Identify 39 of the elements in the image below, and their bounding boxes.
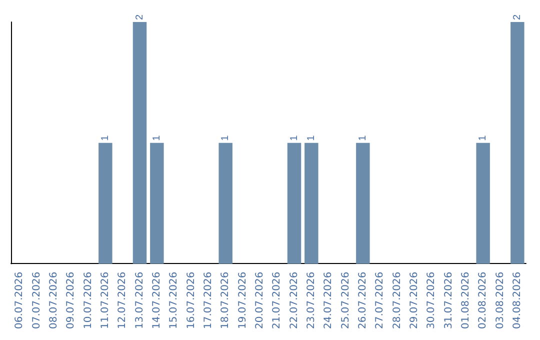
data-label: 1 bbox=[306, 134, 317, 141]
x-tick-label: 17.07.2026 bbox=[202, 272, 214, 330]
x-tick-label: 29.07.2026 bbox=[408, 272, 420, 330]
x-tick-label: 31.07.2026 bbox=[443, 272, 454, 330]
x-tick-label: 04.08.2026 bbox=[512, 272, 523, 330]
data-label: 1 bbox=[151, 134, 162, 141]
x-tick-label: 21.07.2026 bbox=[272, 272, 283, 330]
x-tick-label: 13.07.2026 bbox=[134, 272, 146, 330]
x-tick-label: 06.07.2026 bbox=[14, 272, 26, 330]
data-label: 1 bbox=[357, 134, 368, 141]
x-tick-label: 20.07.2026 bbox=[254, 272, 266, 330]
x-tick-label: 19.07.2026 bbox=[237, 272, 248, 330]
x-tick-label: 08.07.2026 bbox=[48, 272, 60, 330]
x-tick-label: 25.07.2026 bbox=[340, 272, 352, 330]
x-tick-label: 15.07.2026 bbox=[168, 272, 180, 330]
x-tick-label: 30.07.2026 bbox=[426, 272, 438, 330]
x-tick-label: 01.08.2026 bbox=[460, 272, 472, 330]
x-tick-label: 11.07.2026 bbox=[100, 272, 111, 330]
x-tick-label: 16.07.2026 bbox=[186, 272, 197, 330]
x-tick-label: 10.07.2026 bbox=[82, 272, 94, 330]
x-tick-label: 09.07.2026 bbox=[66, 272, 77, 330]
x-tick-label: 24.07.2026 bbox=[323, 272, 334, 330]
x-tick-label: 07.07.2026 bbox=[31, 272, 42, 330]
x-tick-label: 22.07.2026 bbox=[288, 272, 300, 330]
x-tick-label: 12.07.2026 bbox=[117, 272, 128, 330]
x-tick-label: 26.07.2026 bbox=[357, 272, 368, 330]
data-label: 1 bbox=[220, 134, 232, 141]
data-label: 1 bbox=[288, 134, 300, 141]
x-tick-label: 28.07.2026 bbox=[392, 272, 403, 330]
x-tick-label: 02.08.2026 bbox=[478, 272, 489, 330]
x-tick-label: 27.07.2026 bbox=[374, 272, 386, 330]
data-label: 2 bbox=[512, 14, 523, 20]
x-tick-label: 18.07.2026 bbox=[220, 272, 232, 330]
data-label: 2 bbox=[134, 14, 146, 20]
x-tick-label: 23.07.2026 bbox=[306, 272, 317, 330]
x-tick-label: 03.08.2026 bbox=[494, 272, 506, 330]
data-label: 1 bbox=[100, 134, 111, 141]
x-tick-label: 14.07.2026 bbox=[151, 272, 162, 330]
data-label: 1 bbox=[478, 134, 489, 141]
